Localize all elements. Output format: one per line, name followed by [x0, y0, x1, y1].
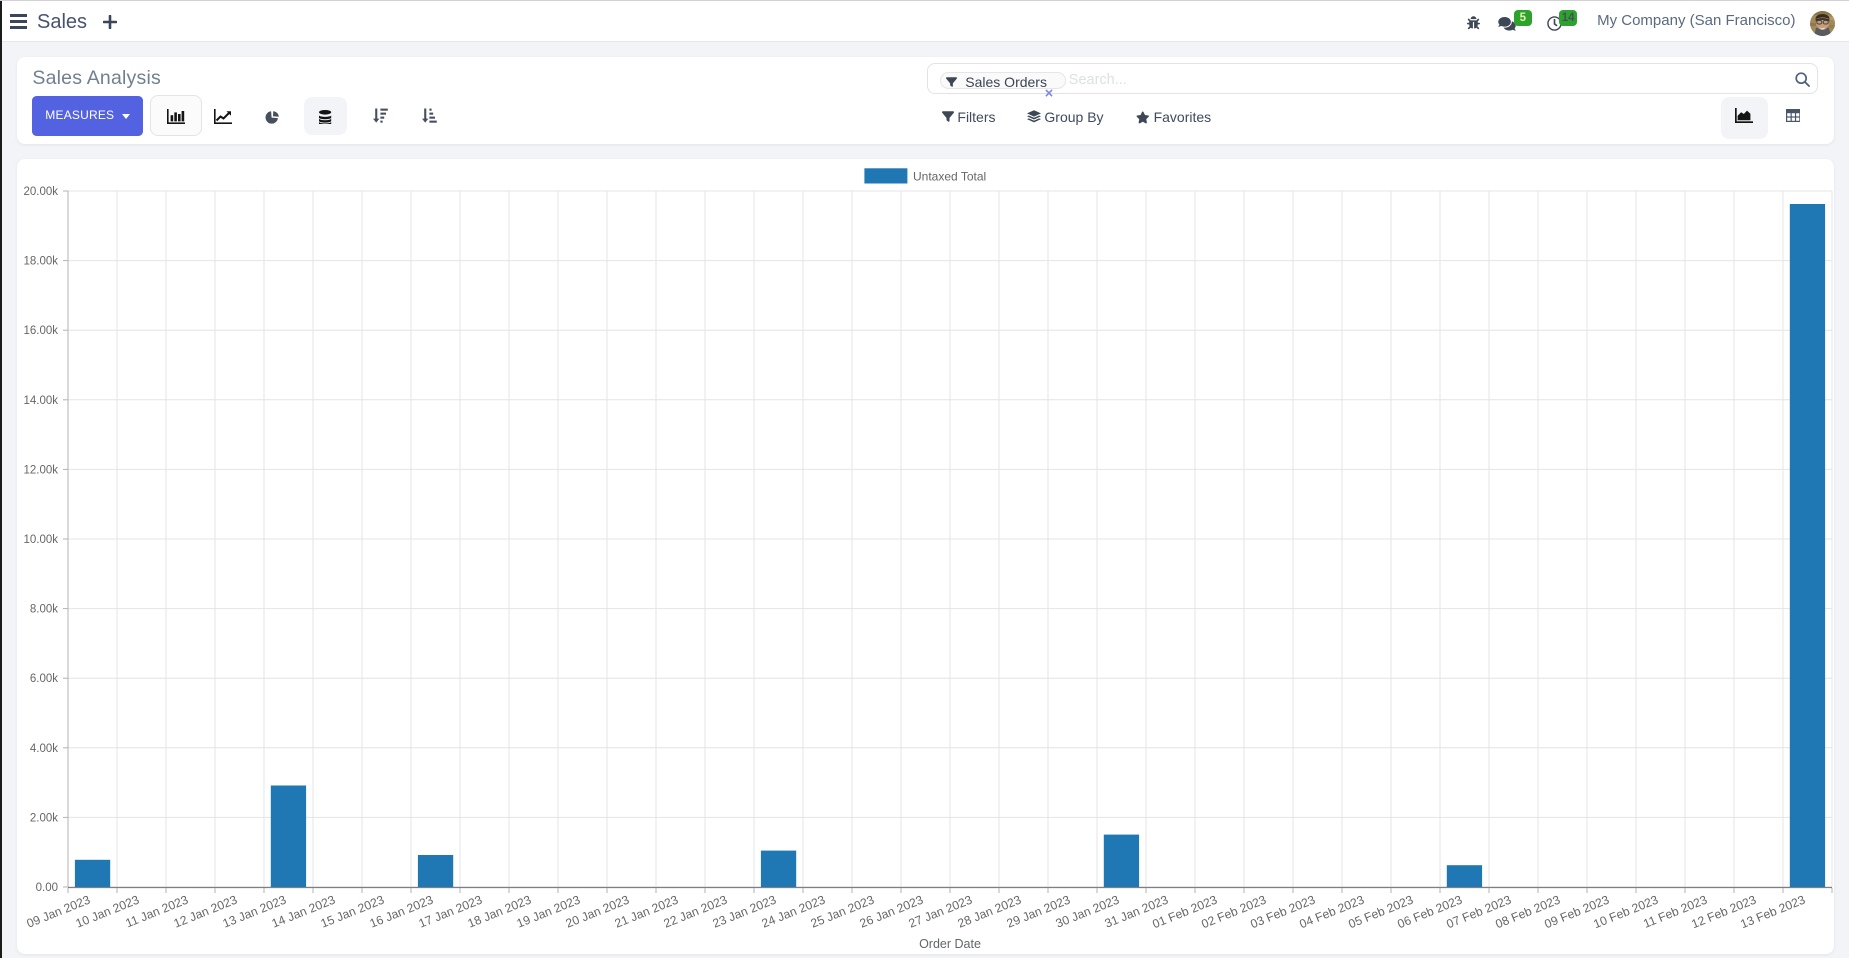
svg-text:6.00k: 6.00k — [29, 673, 57, 685]
svg-text:8.00k: 8.00k — [29, 603, 57, 615]
svg-text:20.00k: 20.00k — [23, 186, 58, 198]
svg-text:18.00k: 18.00k — [23, 255, 58, 267]
svg-text:2.00k: 2.00k — [29, 812, 57, 824]
svg-text:16.00k: 16.00k — [23, 325, 58, 337]
svg-text:Untaxed Total: Untaxed Total — [913, 169, 986, 183]
svg-text:14.00k: 14.00k — [23, 394, 58, 406]
svg-text:0.00: 0.00 — [35, 882, 57, 894]
svg-text:12.00k: 12.00k — [23, 464, 58, 476]
svg-text:10.00k: 10.00k — [23, 534, 58, 546]
svg-text:4.00k: 4.00k — [29, 742, 57, 754]
svg-text:Order Date: Order Date — [919, 937, 981, 951]
